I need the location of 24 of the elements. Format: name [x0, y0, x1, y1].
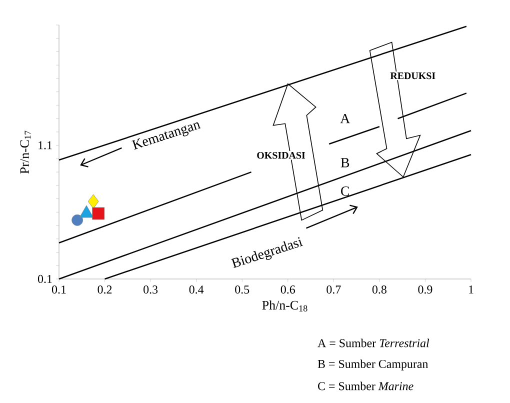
- series-label: B: [340, 158, 350, 168]
- point: [88, 194, 99, 209]
- point: [92, 207, 105, 220]
- x-tick-label: 0.1: [52, 286, 66, 294]
- x-tick-label: 0.5: [235, 286, 250, 294]
- annotation: REDUKSI: [390, 72, 436, 80]
- x-tick-label: 0.8: [372, 286, 386, 294]
- x-tick-label: 0.6: [280, 286, 296, 294]
- y-tick-label: 1.1: [38, 141, 52, 150]
- series-label: C: [341, 186, 349, 196]
- text: B = Sumber Campuran: [318, 360, 428, 370]
- series-label: A: [340, 114, 350, 124]
- x-tick-label: 0.3: [144, 286, 158, 294]
- x-tick-label: 0.7: [326, 286, 341, 294]
- x-tick-label: 0.9: [418, 286, 432, 294]
- x-tick-label: 0.2: [98, 286, 112, 294]
- text: C = Sumber Marine: [318, 382, 414, 390]
- annotation: OKSIDASI: [257, 152, 306, 159]
- x-tick-label: 0.4: [189, 286, 204, 294]
- text: A = Sumber Terrestrial: [318, 338, 430, 348]
- point: [72, 214, 84, 226]
- x-tick-label: 1: [469, 286, 474, 294]
- y-axis-title: Pr/n-C$_{17}$: [20, 130, 31, 174]
- x-axis-title: Ph/n-C$_{18}$: [262, 300, 308, 312]
